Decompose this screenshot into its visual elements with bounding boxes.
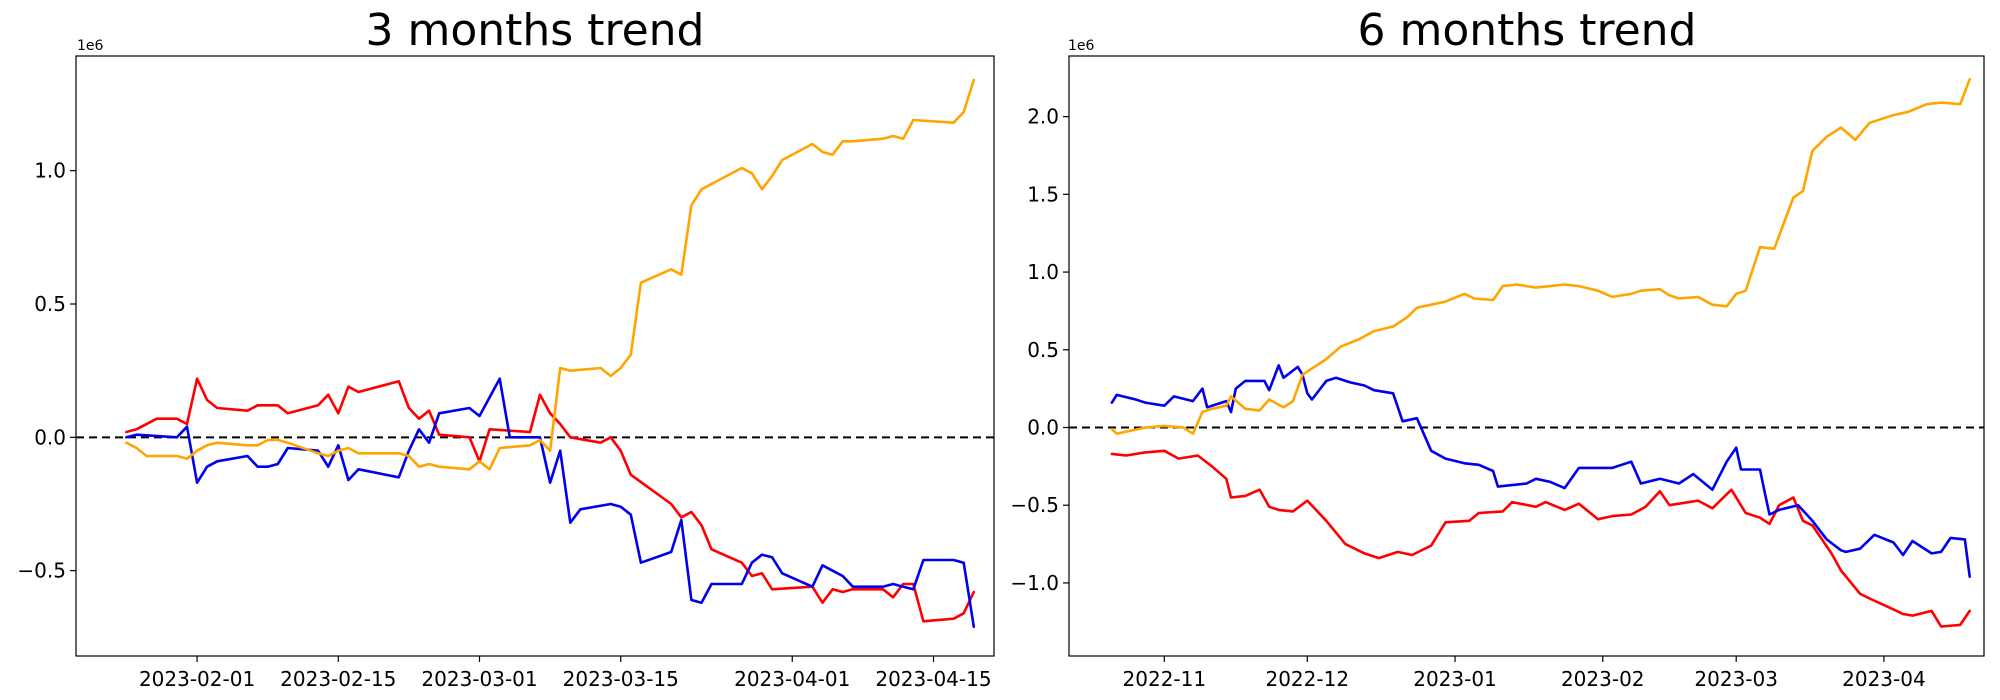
series-line-3 — [125, 78, 976, 471]
x-tick-label: 2022-12 — [1265, 667, 1349, 691]
chart-title: 6 months trend — [1358, 5, 1697, 56]
y-tick-label: 0.0 — [1027, 416, 1059, 440]
x-tick-label: 2023-03-15 — [563, 667, 679, 691]
x-tick-label: 2023-03 — [1694, 667, 1778, 691]
y-tick-label: 1.0 — [1027, 260, 1059, 284]
y-tick-label: −0.5 — [17, 559, 66, 583]
series-line-3 — [1110, 78, 1971, 436]
tick-group: 2023-02-01 2023-02-15 2023-03-01 2023-03-15… — [17, 159, 991, 691]
series-line-1 — [1110, 449, 1971, 628]
x-tick-label: 2023-02-01 — [139, 667, 255, 691]
plot-frame — [1068, 55, 1985, 657]
y-offset-label: 1e6 — [77, 38, 104, 54]
y-tick-label: 1.5 — [1027, 182, 1059, 206]
series-line-2 — [125, 377, 976, 629]
series-group — [1110, 78, 1971, 628]
x-tick-label: 2023-02 — [1561, 667, 1645, 691]
y-tick-label: −1.0 — [1010, 571, 1059, 595]
x-tick-label: 2023-01 — [1413, 667, 1497, 691]
chart-3-months: 3 months trend 1e6 2023-02-01 2023-02-15 2… — [17, 5, 995, 691]
plot-frame — [75, 55, 995, 657]
x-tick-label: 2023-02-15 — [280, 667, 396, 691]
series-group — [125, 78, 976, 629]
y-tick-label: 1.0 — [34, 159, 66, 183]
y-tick-label: 0.0 — [34, 425, 66, 449]
x-tick-label: 2023-04-15 — [875, 667, 991, 691]
y-tick-label: −0.5 — [1010, 493, 1059, 517]
series-line-2 — [1110, 363, 1971, 579]
chart-title: 3 months trend — [366, 5, 705, 56]
x-tick-label: 2022-11 — [1123, 667, 1207, 691]
x-tick-label: 2023-04-01 — [734, 667, 850, 691]
x-tick-label: 2023-03-01 — [421, 667, 537, 691]
y-tick-label: 0.5 — [1027, 338, 1059, 362]
tick-group: 2022-11 2022-12 2023-01 2023-02 2023-03 2023-… — [1010, 105, 1925, 691]
y-offset-label: 1e6 — [1068, 38, 1095, 54]
y-tick-label: 0.5 — [34, 292, 66, 316]
y-tick-label: 2.0 — [1027, 105, 1059, 129]
x-tick-label: 2023-04 — [1842, 667, 1926, 691]
chart-6-months: 6 months trend 1e6 2022-11 2022-12 2023-01… — [1010, 5, 1985, 691]
